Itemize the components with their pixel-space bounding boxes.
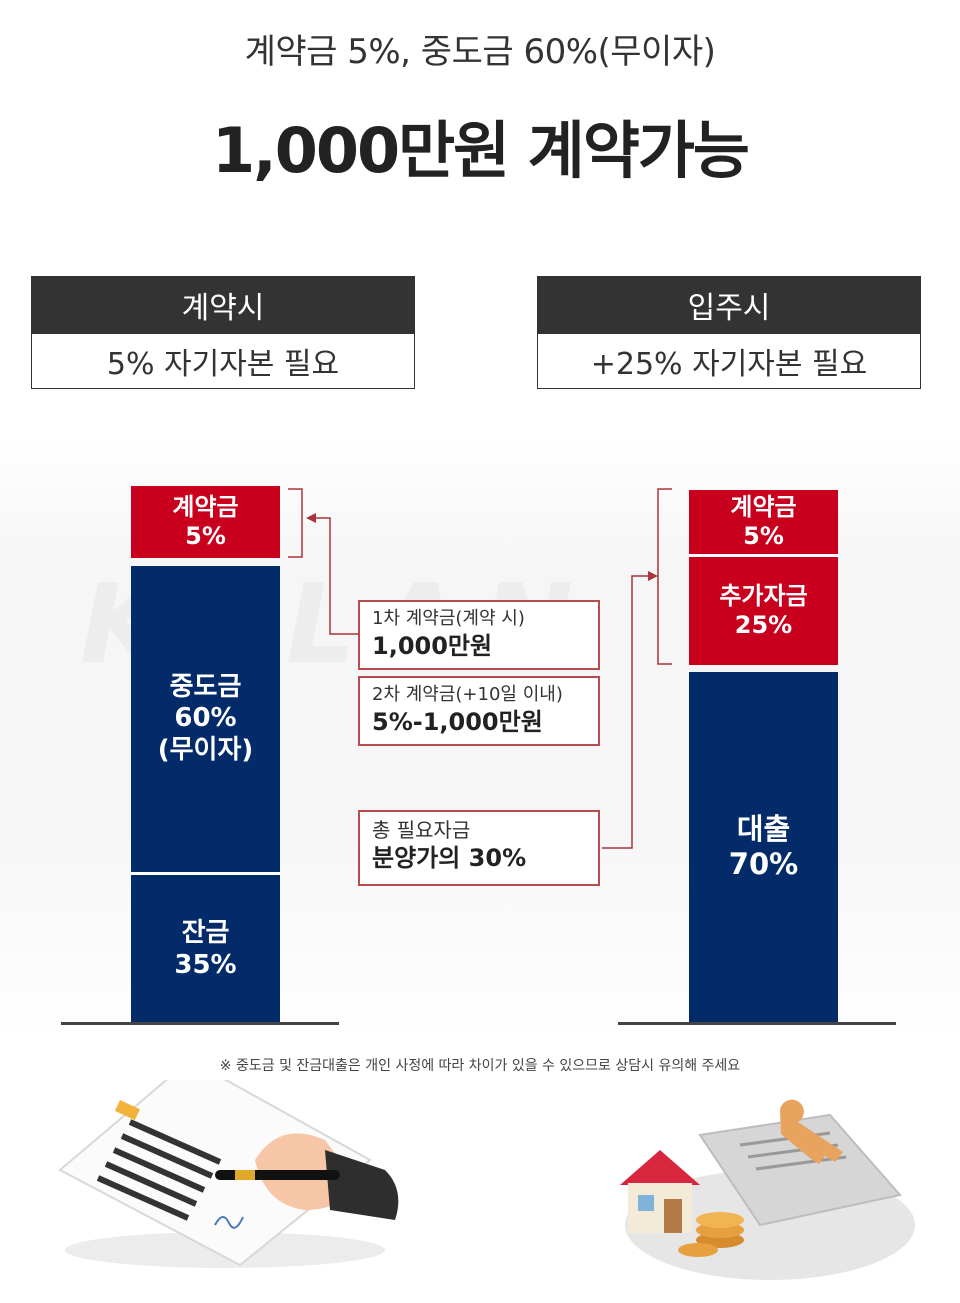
headline: 1,000만원 계약가능 bbox=[212, 114, 750, 187]
right-arrow-head bbox=[648, 571, 658, 581]
right-additional-value: 25% bbox=[734, 611, 793, 639]
callout-total-funds: 총 필요자금 분양가의 30% bbox=[358, 810, 600, 886]
movein-info-box: 입주시 +25% 자기자본 필요 bbox=[537, 276, 921, 390]
callout-first-line1: 1차 계약금(계약 시) bbox=[372, 608, 525, 629]
left-deposit-value: 5% bbox=[185, 522, 226, 550]
callout-total-line1: 총 필요자금 bbox=[372, 818, 471, 842]
footnote: ※ 중도금 및 잔금대출은 개인 사정에 따라 차이가 있을 수 있으므로 상담… bbox=[219, 1058, 741, 1074]
movein-info-title: 입주시 bbox=[537, 276, 921, 334]
callout-second-line1: 2차 계약금(+10일 이내) bbox=[372, 684, 563, 705]
contract-signing-illustration bbox=[58, 1080, 399, 1268]
left-balance-label: 잔금 bbox=[181, 918, 230, 949]
left-segment-balance: 잔금 35% bbox=[131, 875, 280, 1024]
subtitle: 계약금 5%, 중도금 60%(무이자) bbox=[244, 32, 716, 72]
right-bracket bbox=[657, 488, 672, 665]
left-balance-value: 35% bbox=[174, 949, 237, 980]
left-arrow-head bbox=[306, 513, 316, 523]
left-baseline bbox=[61, 1022, 339, 1025]
contract-info-value: 5% 자기자본 필요 bbox=[31, 334, 415, 389]
right-loan-label: 대출 bbox=[736, 812, 791, 847]
right-loan-value: 70% bbox=[728, 847, 799, 881]
right-baseline bbox=[618, 1022, 896, 1025]
right-connector bbox=[602, 575, 652, 849]
left-middle-extra: (무이자) bbox=[157, 734, 254, 765]
house-keys-coins-illustration bbox=[620, 1099, 915, 1280]
callout-second-line2: 5%-1,000만원 bbox=[372, 707, 543, 736]
right-additional-label: 추가자금 bbox=[719, 582, 808, 611]
movein-info-value: +25% 자기자본 필요 bbox=[537, 334, 921, 389]
left-deposit-label: 계약금 bbox=[172, 493, 239, 522]
right-segment-deposit: 계약금 5% bbox=[689, 490, 838, 554]
left-stack-bar: 계약금 5% 중도금 60% (무이자) 잔금 35% bbox=[131, 486, 280, 1024]
contract-info-title: 계약시 bbox=[31, 276, 415, 334]
right-deposit-value: 5% bbox=[743, 522, 784, 550]
left-segment-deposit: 계약금 5% bbox=[131, 486, 280, 558]
callout-second-deposit: 2차 계약금(+10일 이내) 5%-1,000만원 bbox=[358, 676, 600, 746]
left-middle-label: 중도금 bbox=[169, 672, 242, 703]
right-segment-additional: 추가자금 25% bbox=[689, 557, 838, 665]
left-connector bbox=[310, 517, 358, 635]
callout-total-line2: 분양가의 30% bbox=[372, 844, 527, 872]
contract-info-box: 계약시 5% 자기자본 필요 bbox=[31, 276, 415, 390]
callout-first-deposit: 1차 계약금(계약 시) 1,000만원 bbox=[358, 600, 600, 670]
right-segment-loan: 대출 70% bbox=[689, 672, 838, 1022]
callout-first-line2: 1,000만원 bbox=[372, 631, 493, 660]
left-middle-value: 60% bbox=[174, 703, 237, 734]
left-bracket bbox=[288, 488, 303, 558]
right-stack-bar: 계약금 5% 추가자금 25% 대출 70% bbox=[689, 490, 838, 1022]
left-segment-middle: 중도금 60% (무이자) bbox=[131, 566, 280, 872]
right-deposit-label: 계약금 bbox=[730, 493, 797, 522]
